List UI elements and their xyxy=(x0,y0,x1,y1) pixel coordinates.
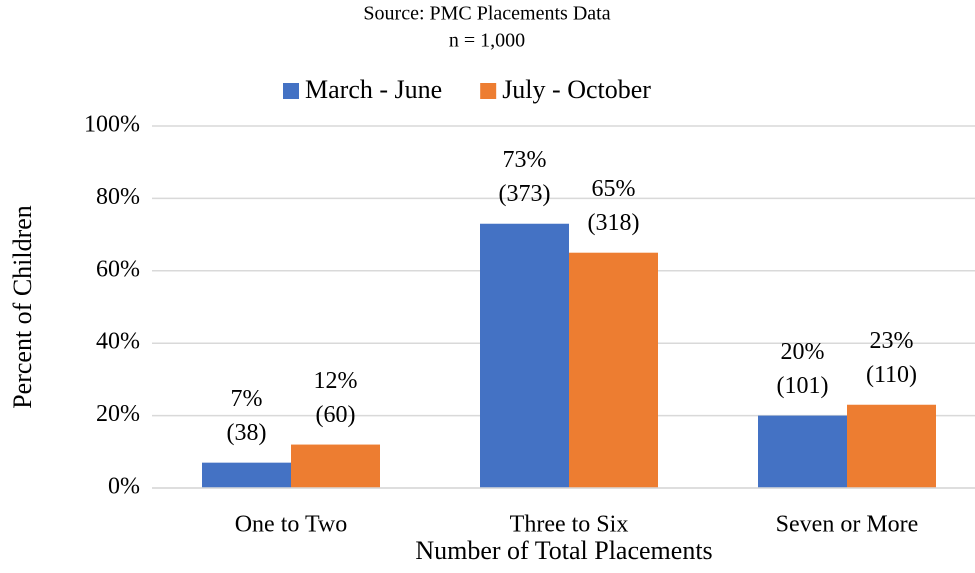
y-tick-label: 20% xyxy=(96,401,140,427)
chart-note: n = 1,000 xyxy=(449,30,525,52)
y-tick-label: 40% xyxy=(96,329,140,355)
y-tick-label: 100% xyxy=(84,112,140,138)
x-tick-label: Seven or More xyxy=(776,512,919,538)
count-label: (110) xyxy=(866,362,917,388)
count-label: (373) xyxy=(499,181,551,207)
bar xyxy=(202,462,291,488)
y-tick-label: 0% xyxy=(108,474,140,500)
bar xyxy=(847,404,936,488)
count-label: (318) xyxy=(588,210,640,236)
data-label: 23% xyxy=(870,328,914,354)
legend-label: July - October xyxy=(502,75,651,104)
x-tick-label: Three to Six xyxy=(510,512,629,538)
count-label: (38) xyxy=(227,420,267,446)
data-label: 7% xyxy=(231,386,263,412)
data-label: 20% xyxy=(781,339,825,365)
x-tick-label: One to Two xyxy=(235,512,348,538)
y-tick-label: 60% xyxy=(96,256,140,282)
data-label: 73% xyxy=(503,147,547,173)
y-tick-label: 80% xyxy=(96,184,140,210)
bar xyxy=(291,444,380,488)
bar xyxy=(758,415,847,488)
x-axis-title: Number of Total Placements xyxy=(415,536,712,565)
data-label: 12% xyxy=(314,368,358,394)
legend-swatch xyxy=(480,83,497,99)
bar xyxy=(480,223,569,489)
chart-subtitle: Source: PMC Placements Data xyxy=(363,3,610,25)
bar xyxy=(569,252,658,488)
count-label: (60) xyxy=(316,402,356,428)
legend-label: March - June xyxy=(305,75,442,104)
count-label: (101) xyxy=(777,373,829,399)
y-axis-title: Percent of Children xyxy=(8,205,37,409)
legend-swatch xyxy=(283,83,299,99)
data-label: 65% xyxy=(592,176,636,202)
